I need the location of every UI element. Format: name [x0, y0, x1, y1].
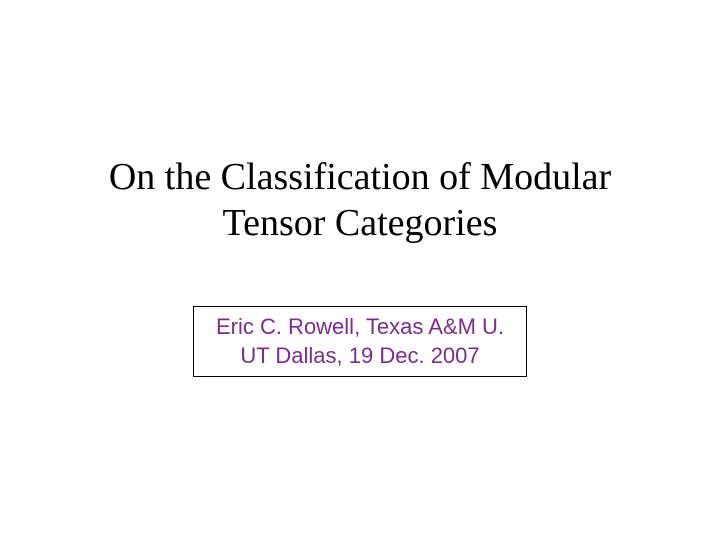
- title-line-1: On the Classification of Modular: [109, 156, 611, 198]
- slide-title: On the Classification of Modular Tensor …: [109, 155, 611, 246]
- author-line-2: UT Dallas, 19 Dec. 2007: [216, 342, 504, 371]
- author-box: Eric C. Rowell, Texas A&M U. UT Dallas, …: [193, 306, 527, 377]
- slide-container: On the Classification of Modular Tensor …: [0, 0, 720, 540]
- title-line-2: Tensor Categories: [223, 202, 498, 244]
- author-line-1: Eric C. Rowell, Texas A&M U.: [216, 313, 504, 342]
